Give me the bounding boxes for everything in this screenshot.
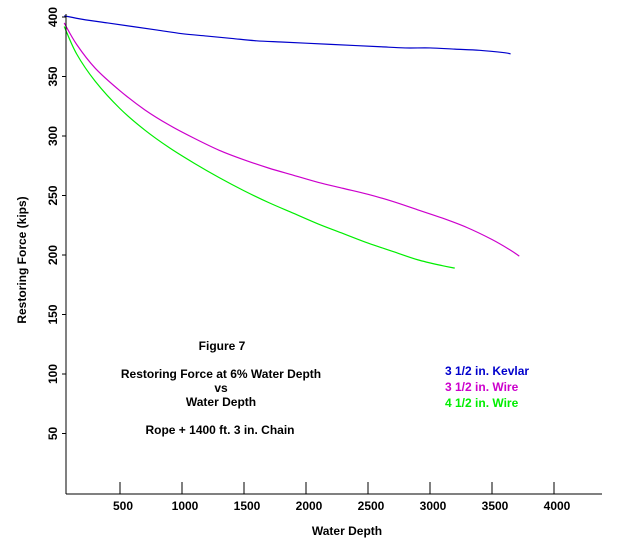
x-tick-label: 1000 — [172, 499, 199, 513]
y-tick-label: 100 — [46, 364, 60, 384]
series-line-3-5-wire — [63, 22, 520, 257]
x-tick-label: 4000 — [544, 499, 571, 513]
x-tick-label: 1500 — [234, 499, 261, 513]
axis-ticks — [62, 16, 555, 494]
legend-entry-4-5-wire: 4 1/2 in. Wire — [445, 396, 519, 410]
legend: 3 1/2 in. Kevlar 3 1/2 in. Wire 4 1/2 in… — [445, 364, 529, 410]
series-line-kevlar — [64, 15, 511, 55]
figure-note: Rope + 1400 ft. 3 in. Chain — [145, 423, 294, 437]
figure-title-line2: vs — [214, 381, 228, 395]
y-tick-label: 400 — [46, 7, 60, 27]
y-tick-label: 250 — [46, 185, 60, 205]
y-tick-label: 350 — [46, 66, 60, 86]
series-line-4-5-wire — [63, 26, 455, 269]
y-axis-title: Restoring Force (kips) — [15, 196, 29, 323]
x-tick-labels: 500 1000 1500 2000 2500 3000 3500 4000 — [113, 499, 571, 513]
x-tick-label: 2000 — [296, 499, 323, 513]
x-tick-label: 500 — [113, 499, 133, 513]
y-tick-label: 300 — [46, 126, 60, 146]
x-axis-title: Water Depth — [312, 524, 382, 538]
y-tick-label: 200 — [46, 245, 60, 265]
y-tick-labels: 50 100 150 200 250 300 350 400 — [46, 7, 60, 441]
legend-entry-3-5-wire: 3 1/2 in. Wire — [445, 380, 519, 394]
y-tick-label: 50 — [46, 427, 60, 441]
x-tick-label: 3500 — [482, 499, 509, 513]
plot-lines — [63, 15, 520, 269]
x-tick-label: 2500 — [358, 499, 385, 513]
x-tick-label: 3000 — [420, 499, 447, 513]
y-tick-label: 150 — [46, 304, 60, 324]
legend-entry-kevlar: 3 1/2 in. Kevlar — [445, 364, 529, 378]
figure-title-line1: Restoring Force at 6% Water Depth — [121, 367, 321, 381]
figure-title-line3: Water Depth — [186, 395, 256, 409]
figure-label: Figure 7 — [199, 339, 246, 353]
